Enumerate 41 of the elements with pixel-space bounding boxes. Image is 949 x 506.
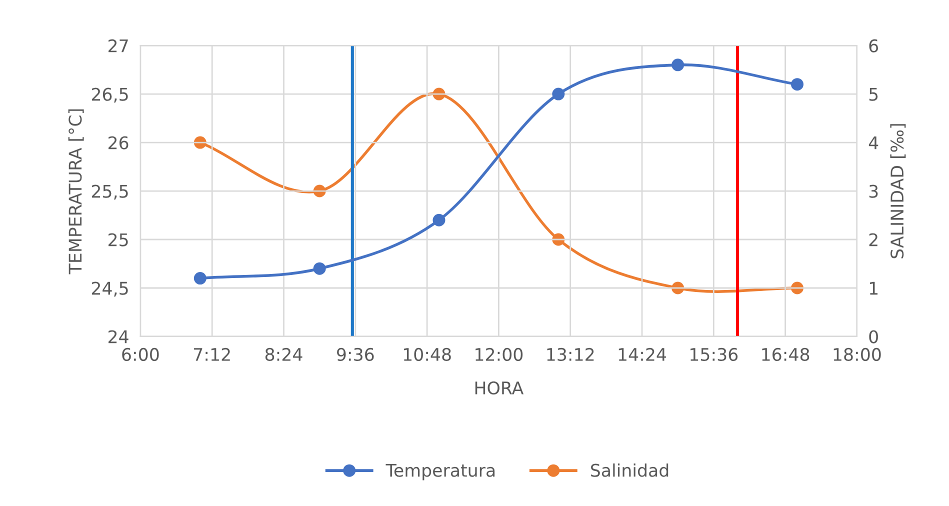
x-tick-label: 18:00 (834, 348, 881, 362)
legend-label: Temperatura (386, 464, 495, 480)
x-tick-label: 14:24 (618, 348, 666, 361)
y2-tick-label: 3 (869, 184, 878, 198)
y-tick-label: 27 (108, 39, 128, 52)
point (313, 184, 326, 198)
x-tick-label: 6:00 (122, 348, 159, 362)
x-axis-title: HORA (475, 381, 524, 395)
point (194, 136, 206, 149)
y2-tick-label: 6 (869, 39, 878, 52)
point (432, 214, 446, 226)
x-tick-label: 8:24 (265, 348, 302, 362)
point (194, 272, 206, 285)
point (790, 78, 804, 91)
y2-axis-title: SALINIDAD [‰] (890, 124, 906, 258)
y-tick-label: 26,5 (92, 88, 128, 103)
point (672, 58, 684, 72)
y2-tick-label: 0 (869, 330, 878, 344)
point (313, 262, 326, 275)
y-tick-label: 24,5 (92, 282, 128, 297)
y-tick-label: 26 (108, 136, 128, 150)
point (552, 88, 565, 100)
y2-tick-label: 1 (870, 282, 878, 295)
point (790, 282, 804, 294)
y2-tick-label: 2 (869, 233, 878, 246)
x-tick-label: 16:48 (762, 348, 810, 362)
y2-tick-label: 5 (869, 88, 878, 101)
x-tick-label: 10:48 (404, 348, 451, 362)
point (432, 88, 446, 100)
y-tick-label: 24 (108, 330, 128, 344)
x-tick-label: 13:12 (547, 348, 594, 362)
x-tick-label: 9:36 (337, 348, 374, 362)
x-tick-label: 7:12 (194, 348, 230, 361)
x-tick-label: 12:00 (476, 348, 523, 362)
y-tick-label: 25,5 (92, 184, 128, 200)
point (672, 282, 684, 294)
x-tick-label: 15:36 (690, 348, 738, 362)
legend-label: Salinidad (591, 463, 668, 477)
y2-tick-label: 4 (868, 136, 878, 150)
y-tick-label: 25 (108, 233, 128, 246)
y-axis-title: TEMPERATURA [°C] (68, 109, 84, 274)
